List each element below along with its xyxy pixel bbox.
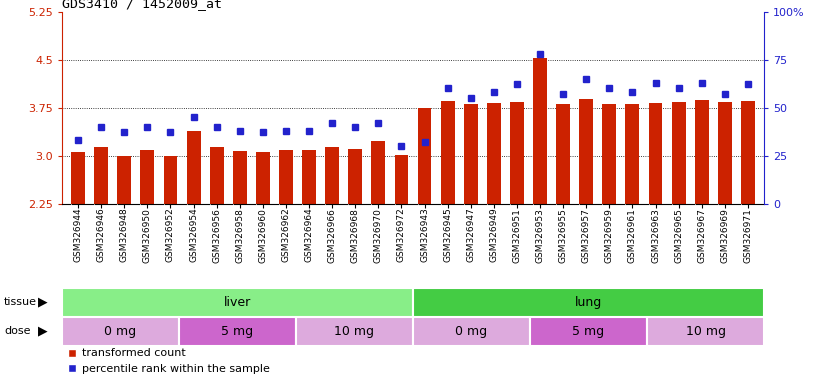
Bar <box>164 156 178 204</box>
Text: GSM326967: GSM326967 <box>697 208 706 263</box>
Bar <box>187 131 201 204</box>
Text: GSM326968: GSM326968 <box>351 208 360 263</box>
Bar <box>625 104 639 204</box>
Text: GSM326961: GSM326961 <box>628 208 637 263</box>
Bar <box>140 150 154 204</box>
Text: GSM326970: GSM326970 <box>374 208 383 263</box>
Bar <box>62 288 413 317</box>
Bar <box>579 99 593 204</box>
Text: GSM326963: GSM326963 <box>651 208 660 263</box>
Bar <box>695 100 709 204</box>
Bar <box>533 58 547 204</box>
Text: GSM326969: GSM326969 <box>720 208 729 263</box>
Bar <box>464 104 477 204</box>
Text: GSM326960: GSM326960 <box>259 208 268 263</box>
Bar <box>510 102 524 204</box>
Text: dose: dose <box>4 326 31 336</box>
Text: GSM326943: GSM326943 <box>420 208 429 263</box>
Legend: transformed count, percentile rank within the sample: transformed count, percentile rank withi… <box>64 344 274 379</box>
Text: lung: lung <box>575 296 602 309</box>
Bar <box>556 104 570 204</box>
Text: ▶: ▶ <box>38 296 48 309</box>
Text: GSM326947: GSM326947 <box>466 208 475 263</box>
Bar <box>602 104 616 204</box>
Bar <box>349 149 362 204</box>
Text: GSM326966: GSM326966 <box>328 208 337 263</box>
Bar <box>71 152 85 204</box>
Text: GSM326949: GSM326949 <box>489 208 498 263</box>
Bar <box>418 108 431 204</box>
Text: 5 mg: 5 mg <box>221 325 254 338</box>
Bar <box>441 101 454 204</box>
Bar <box>741 101 755 204</box>
Bar <box>395 155 408 204</box>
Text: 0 mg: 0 mg <box>455 325 487 338</box>
Text: GSM326972: GSM326972 <box>397 208 406 263</box>
Text: tissue: tissue <box>4 297 37 308</box>
Bar <box>672 102 686 204</box>
Bar <box>325 147 339 204</box>
Bar <box>256 152 270 204</box>
Text: GSM326962: GSM326962 <box>282 208 291 263</box>
Text: GSM326965: GSM326965 <box>674 208 683 263</box>
Bar <box>718 103 732 204</box>
Text: liver: liver <box>224 296 251 309</box>
Text: GSM326964: GSM326964 <box>305 208 314 263</box>
Text: 0 mg: 0 mg <box>104 325 136 338</box>
Text: GSM326953: GSM326953 <box>535 208 544 263</box>
Text: GSM326944: GSM326944 <box>74 208 83 262</box>
Bar <box>296 317 413 346</box>
Bar <box>233 151 247 204</box>
Text: GSM326950: GSM326950 <box>143 208 152 263</box>
Text: GSM326959: GSM326959 <box>605 208 614 263</box>
Text: 10 mg: 10 mg <box>335 325 374 338</box>
Text: GSM326948: GSM326948 <box>120 208 129 263</box>
Bar <box>302 150 316 204</box>
Bar <box>279 151 293 204</box>
Text: 5 mg: 5 mg <box>572 325 605 338</box>
Bar <box>210 147 224 204</box>
Bar <box>62 317 179 346</box>
Text: GSM326946: GSM326946 <box>97 208 106 263</box>
Bar <box>530 317 647 346</box>
Text: GSM326971: GSM326971 <box>743 208 752 263</box>
Text: GDS3410 / 1452009_at: GDS3410 / 1452009_at <box>62 0 222 10</box>
Text: GSM326954: GSM326954 <box>189 208 198 263</box>
Text: GSM326952: GSM326952 <box>166 208 175 263</box>
Text: ▶: ▶ <box>38 325 48 338</box>
Bar <box>648 103 662 204</box>
Bar <box>487 103 501 204</box>
Bar <box>413 288 764 317</box>
Bar <box>179 317 296 346</box>
Text: GSM326956: GSM326956 <box>212 208 221 263</box>
Bar <box>647 317 764 346</box>
Text: GSM326945: GSM326945 <box>443 208 452 263</box>
Text: GSM326958: GSM326958 <box>235 208 244 263</box>
Text: GSM326957: GSM326957 <box>582 208 591 263</box>
Text: GSM326955: GSM326955 <box>558 208 567 263</box>
Text: 10 mg: 10 mg <box>686 325 725 338</box>
Text: GSM326951: GSM326951 <box>512 208 521 263</box>
Bar <box>372 141 385 204</box>
Bar <box>117 156 131 204</box>
Bar <box>94 147 108 204</box>
Bar <box>413 317 530 346</box>
